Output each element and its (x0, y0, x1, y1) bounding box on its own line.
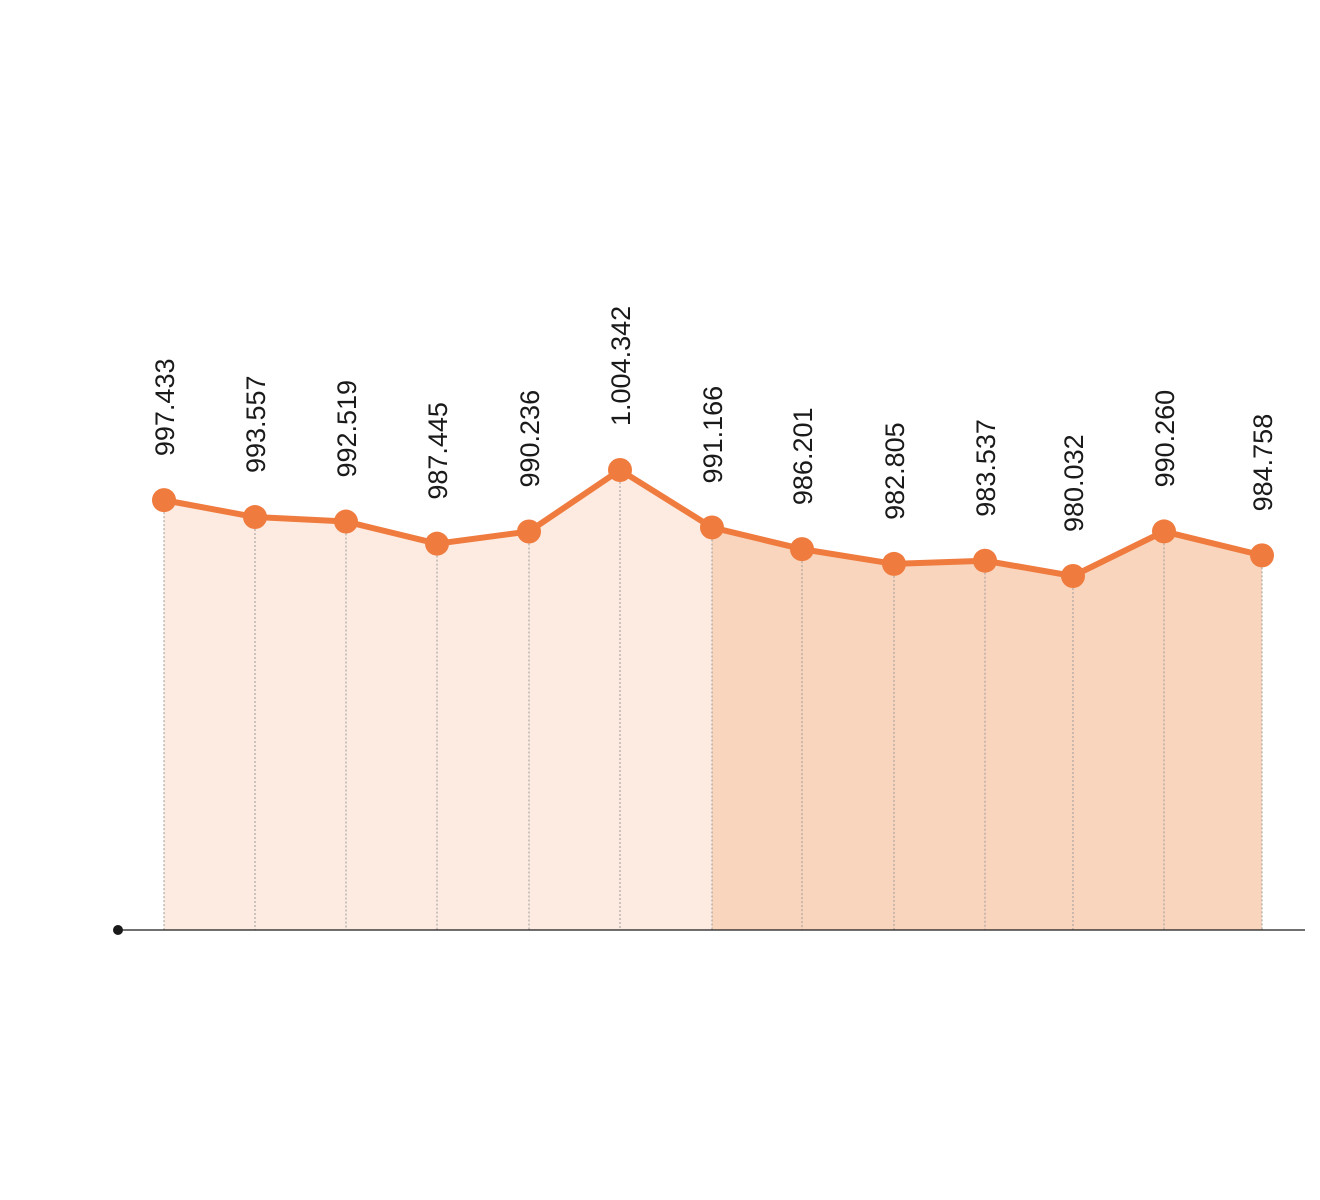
data-point[interactable] (243, 505, 267, 530)
data-point[interactable] (1152, 519, 1176, 544)
data-point[interactable] (608, 458, 632, 482)
data-label: 980.032 (1059, 434, 1089, 532)
data-label: 982.805 (880, 422, 910, 520)
data-point[interactable] (425, 531, 449, 556)
data-point[interactable] (973, 548, 997, 573)
x-axis (113, 925, 1305, 935)
data-point[interactable] (1250, 543, 1274, 568)
data-point-layer (152, 458, 1274, 588)
data-label: 997.433 (150, 359, 180, 457)
data-point[interactable] (517, 519, 541, 544)
area-fill-layer (164, 470, 1262, 930)
data-point[interactable] (152, 488, 176, 513)
data-label: 984.758 (1248, 414, 1278, 512)
data-point[interactable] (1061, 564, 1085, 588)
data-point[interactable] (790, 537, 814, 562)
guide-line-layer (163, 470, 1263, 930)
data-label: 990.236 (515, 390, 545, 488)
area-fill-light (164, 470, 712, 930)
data-label-layer: 997.433 993.557 992.519 987.445 990.236 1.004… (150, 306, 1278, 532)
data-label: 993.557 (241, 375, 271, 473)
data-label: 986.201 (788, 407, 818, 505)
x-axis-origin-dot (113, 925, 123, 935)
data-point[interactable] (334, 509, 358, 534)
data-label: 991.166 (698, 386, 728, 484)
data-point[interactable] (882, 551, 906, 576)
data-point[interactable] (700, 515, 724, 540)
area-fill-highlight (712, 527, 1262, 930)
data-label: 983.537 (971, 419, 1001, 517)
data-label: 990.260 (1150, 390, 1180, 488)
data-label: 992.519 (332, 380, 362, 478)
data-label: 987.445 (423, 402, 453, 500)
data-label: 1.004.342 (606, 306, 636, 426)
